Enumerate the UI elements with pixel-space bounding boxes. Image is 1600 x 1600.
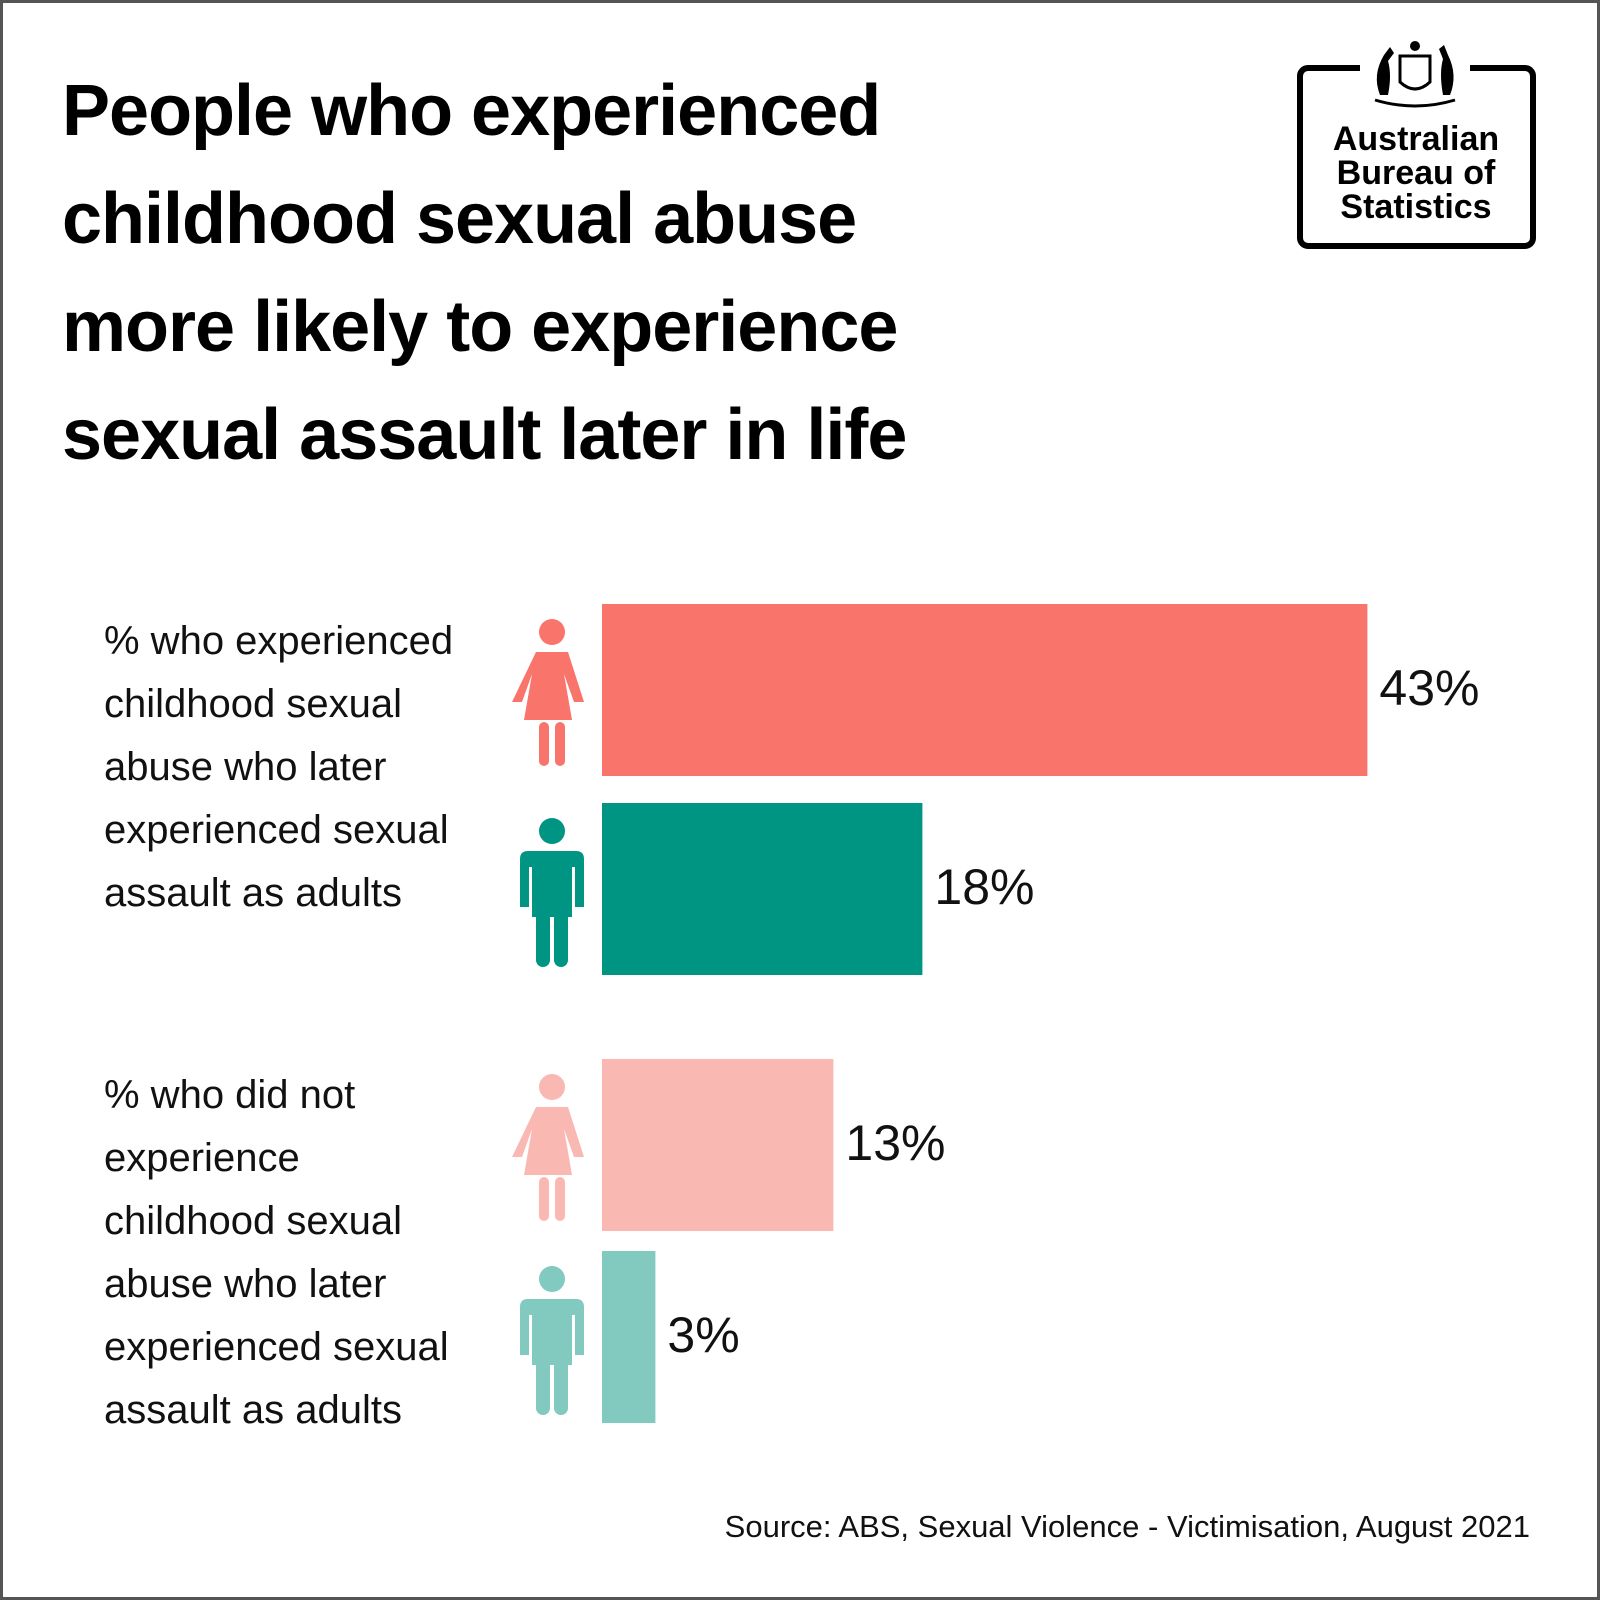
icon-body [512, 652, 584, 720]
category-label-line: experience [104, 1136, 300, 1180]
logo-text: Bureau of [1337, 154, 1496, 192]
chart-title-line: People who experienced [62, 71, 880, 151]
category-label-line: abuse who later [104, 745, 386, 789]
logo-text: Statistics [1340, 188, 1491, 226]
icon-body [512, 1107, 584, 1175]
icon-leg [554, 911, 568, 967]
category-label-line: experienced sexual [104, 808, 449, 852]
category-label-line: assault as adults [104, 1388, 402, 1432]
chart-title-line: more likely to experience [62, 287, 897, 367]
icon-body [520, 1299, 584, 1365]
male-icon [520, 1266, 584, 1415]
icon-leg [536, 1359, 550, 1415]
category-label-line: % who did not [104, 1073, 355, 1117]
chart-title-line: childhood sexual abuse [62, 179, 856, 259]
male-icon [520, 818, 584, 967]
chart-title-line: sexual assault later in life [62, 395, 906, 475]
logo-gap [1360, 52, 1470, 92]
bar [602, 604, 1368, 776]
category-label-line: abuse who later [104, 1262, 386, 1306]
icon-leg [555, 722, 565, 766]
icon-leg [539, 1177, 549, 1221]
icon-head [539, 1074, 565, 1100]
bar [602, 1251, 656, 1423]
category-label-line: experienced sexual [104, 1325, 449, 1369]
value-label: 43% [1379, 660, 1479, 716]
icon-leg [554, 1359, 568, 1415]
value-label: 13% [845, 1115, 945, 1171]
value-label: 3% [667, 1307, 739, 1363]
icon-leg [555, 1177, 565, 1221]
female-icon [512, 1074, 584, 1221]
icon-leg [536, 911, 550, 967]
category-label-line: % who experienced [104, 619, 453, 663]
category-label-line: assault as adults [104, 871, 402, 915]
icon-head [539, 818, 565, 844]
icon-leg [539, 722, 549, 766]
bar [602, 803, 923, 975]
bar [602, 1059, 834, 1231]
icon-body [520, 851, 584, 917]
icon-head [539, 1266, 565, 1292]
crest [1374, 41, 1456, 108]
logo [1297, 41, 1536, 249]
category-label-line: childhood sexual [104, 1199, 402, 1243]
category-label-line: childhood sexual [104, 682, 402, 726]
source: Source: ABS, Sexual Violence - Victimisa… [725, 1509, 1530, 1544]
female-icon [512, 619, 584, 766]
logo-text: Australian [1333, 120, 1499, 158]
icon-head [539, 619, 565, 645]
value-label: 18% [934, 859, 1034, 915]
